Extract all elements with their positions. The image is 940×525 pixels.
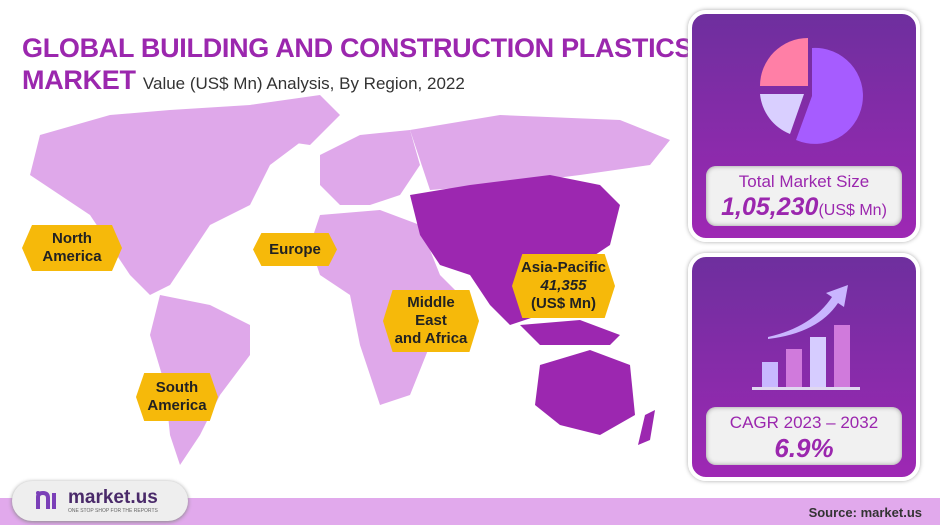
label-text: East bbox=[415, 312, 447, 329]
world-map bbox=[30, 95, 670, 465]
label-text: Asia-Pacific bbox=[520, 259, 607, 276]
title-line2: MARKET bbox=[22, 65, 136, 95]
cagr-box: CAGR 2023 – 2032 6.9% bbox=[706, 407, 902, 465]
label-text: North bbox=[51, 230, 92, 247]
north-america-shape bbox=[30, 100, 320, 295]
growth-chart-icon bbox=[752, 285, 860, 390]
new-zealand-shape bbox=[638, 410, 655, 445]
cagr-value: 6.9% bbox=[774, 433, 834, 463]
label-text: and Africa bbox=[394, 330, 468, 347]
logo-text-group: market.us ONE STOP SHOP FOR THE REPORTS bbox=[68, 487, 158, 515]
pie-chart-icon bbox=[760, 38, 863, 144]
market-us-logo[interactable]: market.us ONE STOP SHOP FOR THE REPORTS bbox=[12, 481, 188, 521]
label-north-america: North America bbox=[22, 225, 122, 271]
source-text: Source: market.us bbox=[808, 505, 922, 520]
greenland-shape bbox=[250, 95, 340, 145]
market-size-value: 1,05,230 bbox=[721, 193, 819, 221]
label-text: America bbox=[147, 397, 207, 414]
label-text: South bbox=[155, 379, 199, 396]
australia-shape bbox=[535, 350, 635, 435]
label-asia-pacific: Asia-Pacific 41,355 (US$ Mn) bbox=[512, 254, 615, 318]
title-line1: GLOBAL BUILDING AND CONSTRUCTION PLASTIC… bbox=[22, 33, 693, 63]
subtitle: Value (US$ Mn) Analysis, By Region, 2022 bbox=[142, 74, 465, 93]
label-unit: (US$ Mn) bbox=[530, 295, 596, 312]
label-text: Middle bbox=[407, 294, 455, 311]
russia-shape bbox=[410, 115, 670, 190]
market-size-card: Total Market Size 1,05,230(US$ Mn) bbox=[688, 10, 920, 242]
africa-shape bbox=[310, 210, 460, 405]
cagr-card: CAGR 2023 – 2032 6.9% bbox=[688, 253, 920, 481]
logo-icon bbox=[36, 490, 56, 509]
logo-text: market.us bbox=[68, 487, 158, 508]
indonesia-shape bbox=[520, 320, 620, 345]
label-south-america: South America bbox=[136, 373, 218, 421]
label-text: America bbox=[42, 248, 102, 265]
cagr-label: CAGR 2023 – 2032 bbox=[729, 413, 879, 432]
label-middle-east-africa: Middle East and Africa bbox=[383, 290, 479, 352]
market-size-unit: (US$ Mn) bbox=[818, 202, 887, 219]
asia-pacific-shape bbox=[410, 175, 620, 325]
label-value: 41,355 bbox=[540, 277, 587, 294]
label-text: Europe bbox=[269, 240, 321, 258]
page-title: GLOBAL BUILDING AND CONSTRUCTION PLASTIC… bbox=[22, 32, 693, 100]
europe-shape bbox=[320, 130, 420, 205]
logo-tagline: ONE STOP SHOP FOR THE REPORTS bbox=[68, 508, 158, 514]
market-size-label: Total Market Size bbox=[738, 172, 870, 191]
market-size-box: Total Market Size 1,05,230(US$ Mn) bbox=[706, 166, 902, 226]
label-europe: Europe bbox=[253, 233, 337, 266]
